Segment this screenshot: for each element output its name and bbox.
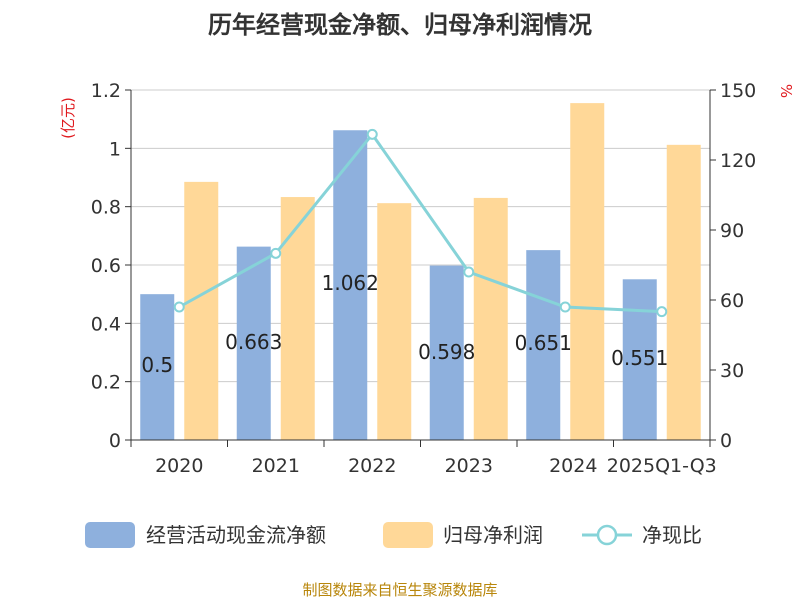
grid	[131, 89, 710, 383]
ratio-point[interactable]	[656, 306, 668, 318]
legend-label-cashflow: 经营活动现金流净额	[146, 523, 326, 547]
left-tick-label: 0.4	[91, 313, 121, 335]
bar-labels: 0.5 0.663 1.062 0.598 0.651 0.551	[141, 271, 668, 377]
right-tick-label: 30	[720, 360, 744, 382]
bar-cashflow[interactable]	[526, 250, 561, 440]
legend-swatch-net-profit	[383, 522, 433, 548]
ratio-point[interactable]	[173, 301, 185, 313]
legend: 经营活动现金流净额 归母净利润 净现比	[85, 522, 702, 548]
bar-cashflow[interactable]	[236, 246, 271, 440]
ratio-point[interactable]	[463, 266, 475, 278]
bar-net-profit[interactable]	[184, 181, 219, 440]
right-tick-label: 0	[720, 430, 732, 452]
source-note: 制图数据来自恒生聚源数据库	[302, 581, 497, 599]
left-tick-label: 0.2	[91, 372, 121, 394]
bars	[140, 103, 701, 441]
x-tick-label: 2021	[252, 455, 300, 477]
right-tick-label: 120	[720, 150, 756, 172]
legend-label-ratio: 净现比	[642, 523, 702, 547]
bar-cashflow[interactable]	[140, 294, 175, 440]
ratio-line-path	[178, 131, 662, 314]
left-tick-label: 0	[109, 430, 121, 452]
bar-cashflow[interactable]	[622, 279, 657, 440]
ratio-point[interactable]	[270, 247, 282, 259]
left-tick-label: 0.6	[91, 255, 121, 277]
x-tick-label: 2025Q1-Q3	[607, 455, 717, 477]
legend-item-cashflow[interactable]: 经营活动现金流净额	[85, 522, 326, 548]
ratio-line	[173, 128, 668, 318]
bar-net-profit[interactable]	[280, 197, 315, 440]
left-axis-unit: (亿元)	[59, 97, 77, 139]
ratio-point[interactable]	[559, 301, 571, 313]
left-tick-label: 1.2	[91, 80, 121, 102]
legend-item-ratio[interactable]: 净现比	[582, 523, 702, 547]
x-tick-label: 2022	[348, 455, 396, 477]
legend-swatch-cashflow	[85, 522, 135, 548]
legend-label-net-profit: 归母净利润	[443, 523, 543, 547]
bar-net-profit[interactable]	[473, 197, 508, 440]
left-tick-label: 0.8	[91, 197, 121, 219]
left-tick-label: 1	[109, 138, 121, 160]
bar-value-label: 0.598	[418, 340, 475, 364]
x-tick-label: 2024	[549, 455, 597, 477]
bar-value-label: 0.651	[515, 331, 572, 355]
bar-value-label: 1.062	[322, 271, 379, 295]
bar-value-label: 0.5	[141, 353, 173, 377]
bar-net-profit[interactable]	[666, 144, 701, 441]
right-axis-unit: %	[777, 84, 795, 98]
right-tick-label: 60	[720, 290, 744, 312]
bar-value-label: 0.663	[225, 330, 282, 354]
x-tick-label: 2020	[155, 455, 203, 477]
chart-title: 历年经营现金净额、归母净利润情况	[208, 11, 592, 39]
legend-marker-ratio	[596, 524, 618, 546]
legend-item-net-profit[interactable]: 归母净利润	[383, 522, 543, 548]
right-tick-label: 90	[720, 220, 744, 242]
bar-net-profit[interactable]	[570, 103, 605, 440]
bar-cashflow[interactable]	[333, 130, 368, 440]
x-tick-label: 2023	[445, 455, 493, 477]
axes: 0 0.2 0.4 0.6 0.8 1 1.2 0 30 60 90 120 150 2020 2021 20…	[91, 80, 756, 477]
bar-net-profit[interactable]	[377, 203, 412, 440]
right-tick-label: 150	[720, 80, 756, 102]
ratio-point[interactable]	[366, 128, 378, 140]
bar-cashflow[interactable]	[429, 265, 464, 440]
bar-value-label: 0.551	[611, 346, 668, 370]
